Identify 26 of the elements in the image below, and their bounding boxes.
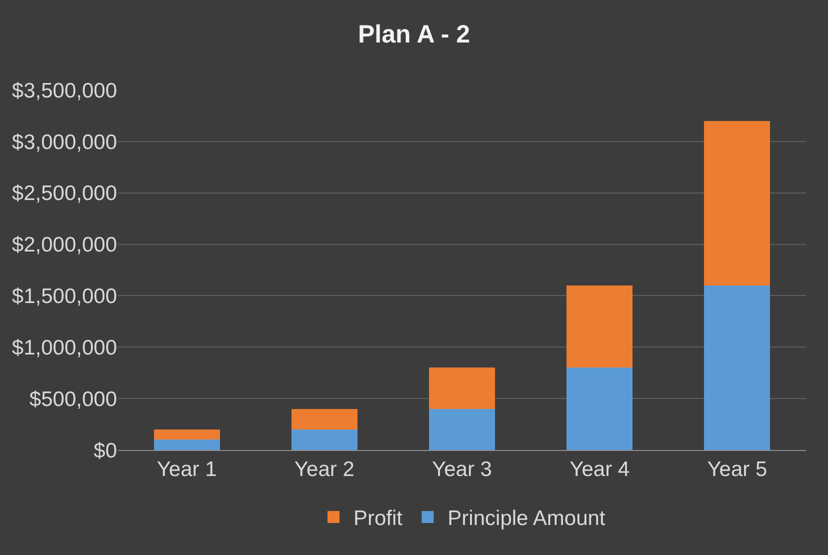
- x-tick-label: Year 4: [570, 458, 630, 482]
- y-tick-label: $3,500,000: [12, 79, 117, 102]
- bar: [291, 408, 358, 430]
- bar: [428, 408, 496, 450]
- y-tick-label: $1,500,000: [12, 285, 117, 308]
- legend-label: Profit: [354, 507, 403, 530]
- bar: [704, 120, 770, 286]
- bar: [154, 440, 220, 450]
- y-tick-label: $1,000,000: [12, 336, 117, 360]
- y-tick-label: $500,000: [29, 388, 117, 411]
- y-tick-label: $2,500,000: [12, 182, 117, 206]
- y-tick-label: $3,000,000: [12, 130, 117, 154]
- bar: [566, 285, 633, 368]
- x-tick-label: Year 1: [156, 458, 217, 482]
- y-tick-label: $2,000,000: [12, 234, 117, 257]
- legend-label: Principle Amount: [448, 507, 606, 530]
- bar: [291, 429, 358, 450]
- bar: [566, 368, 633, 450]
- x-tick-label: Year 3: [432, 458, 492, 482]
- chart-title: Plan A - 2: [358, 20, 470, 48]
- y-tick-label: $0: [94, 439, 117, 462]
- bar: [428, 368, 496, 409]
- bar: [154, 429, 220, 440]
- bar: [704, 285, 770, 450]
- x-tick-label: Year 2: [294, 458, 354, 482]
- x-tick-label: Year 5: [707, 458, 768, 482]
